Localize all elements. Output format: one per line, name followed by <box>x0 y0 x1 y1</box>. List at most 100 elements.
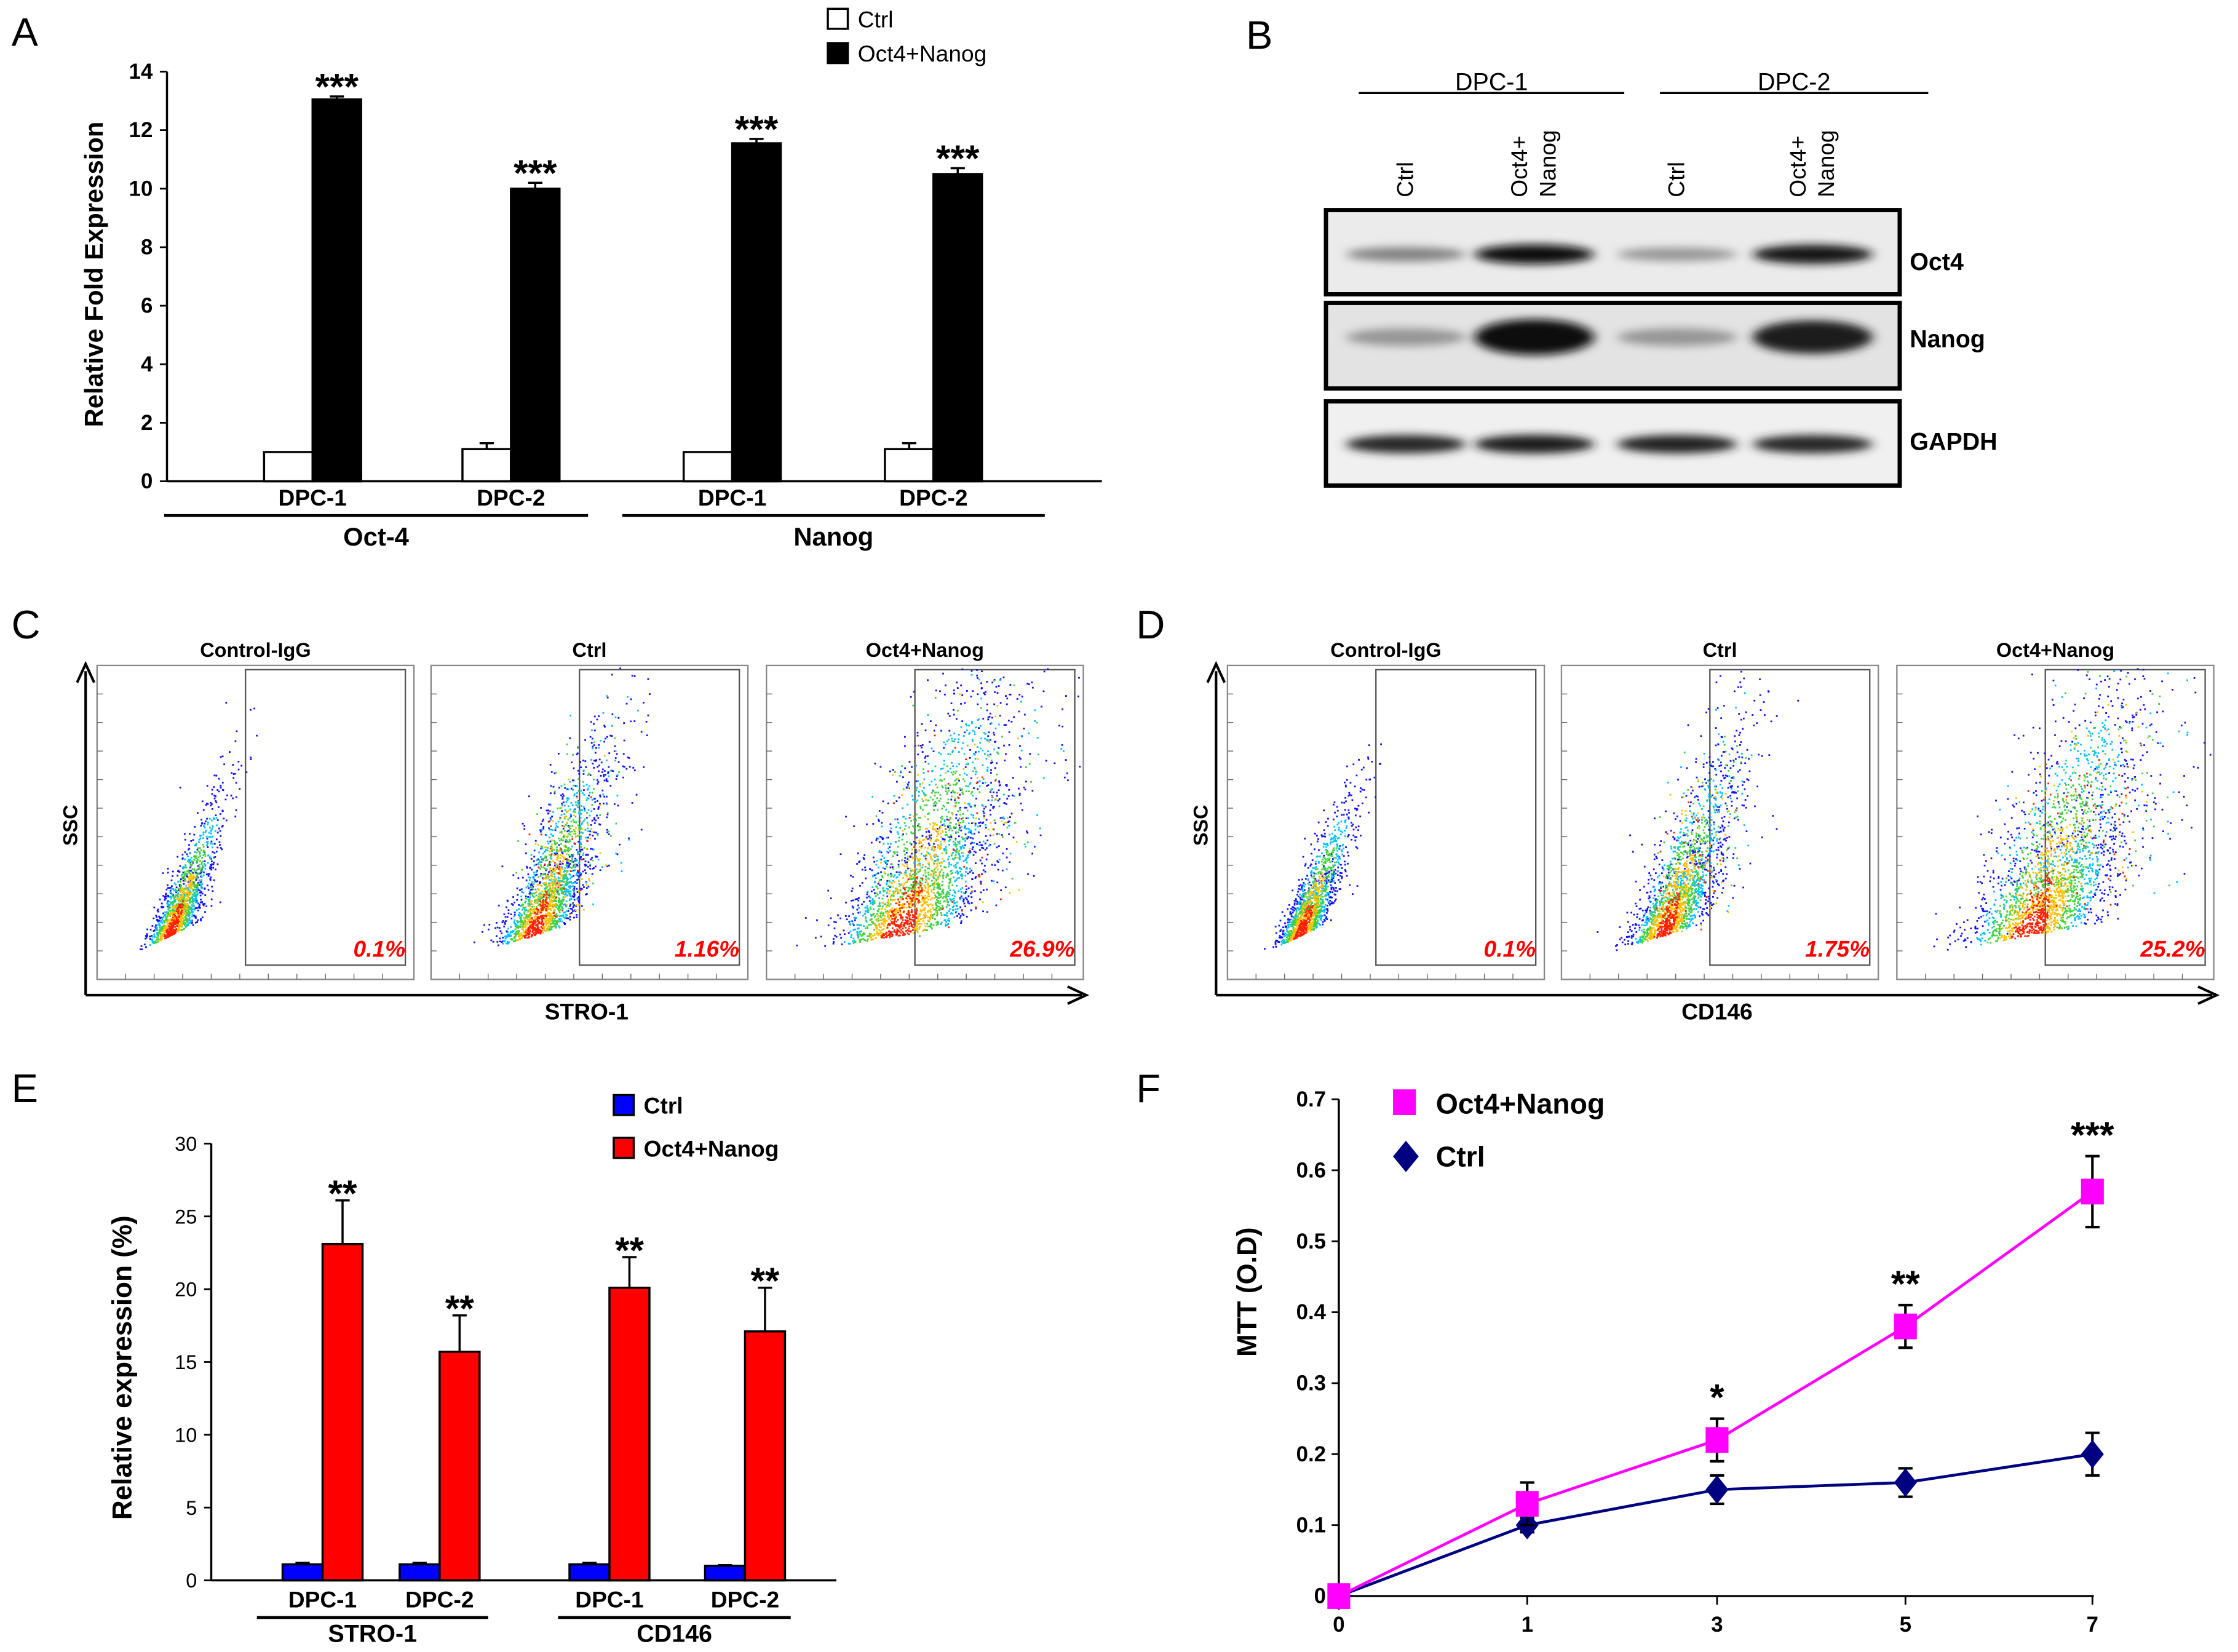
category-label: DPC-2 <box>899 485 967 510</box>
group-label: Nanog <box>793 522 873 551</box>
arrow-head <box>1067 985 1090 1005</box>
bar-ctrl <box>399 1563 441 1582</box>
event-dots <box>2010 759 2131 940</box>
bar-ctrl <box>884 448 935 483</box>
flow-plot-title: Oct4+Nanog <box>1996 639 2114 661</box>
y-tick-label: 0.4 <box>1296 1300 1327 1324</box>
significance-marker: ** <box>750 1260 779 1301</box>
y-tick-label: 0.5 <box>1296 1229 1326 1253</box>
legend-label: Ctrl <box>858 7 894 33</box>
panel-label-e: E <box>12 1066 38 1111</box>
bar-ctrl <box>568 1563 611 1582</box>
y-tick-label: 0.3 <box>1296 1372 1326 1396</box>
bar-ctrl <box>682 451 734 483</box>
bar-oct4-nanog <box>744 1330 787 1582</box>
arrow-head <box>2197 985 2220 1005</box>
x-axis-label: CD146 <box>1681 998 1753 1024</box>
gate-percentage: 0.1% <box>1484 935 1536 961</box>
significance-marker: ** <box>1891 1263 1920 1305</box>
gate-rectangle <box>2044 669 2206 966</box>
event-dots <box>164 900 185 940</box>
group-label: CD146 <box>637 1620 712 1647</box>
y-tick-label: 2 <box>141 411 153 435</box>
flow-plot-title: Oct4+Nanog <box>866 639 984 661</box>
legend-label: Oct4+Nanog <box>858 41 986 66</box>
y-axis-label: SSC <box>59 804 81 846</box>
panel-label-f: F <box>1136 1066 1161 1111</box>
x-tick-label: 5 <box>1900 1613 1911 1637</box>
category-label: DPC-1 <box>279 485 347 510</box>
lane-label: Oct4+ <box>1506 136 1532 197</box>
y-tick-label: 0 <box>141 469 153 493</box>
panel-c-flow-cytometry: SSC STRO-1 Control-IgG 0.1% Ctrl 1.16% Oct4+Na… <box>59 639 1090 1024</box>
flow-plot-frame <box>430 664 749 980</box>
data-point-diamond <box>1705 1475 1729 1504</box>
event-dots <box>1986 670 2170 944</box>
protein-band <box>1617 247 1737 261</box>
y-tick-label: 15 <box>175 1351 197 1373</box>
legend-swatch <box>827 7 849 30</box>
significance-marker: *** <box>936 137 980 179</box>
gate-percentage: 1.16% <box>675 935 739 961</box>
y-tick-label: 25 <box>175 1205 197 1228</box>
event-dots <box>1597 670 1800 951</box>
flow-plot-title: Control-IgG <box>1330 639 1441 661</box>
y-tick-label: 30 <box>175 1133 197 1155</box>
protein-label: GAPDH <box>1910 428 1997 455</box>
panel-label-c: C <box>12 602 41 647</box>
significance-marker: ** <box>445 1287 474 1329</box>
event-dots <box>515 755 608 942</box>
y-axis-label: Relative Fold Expression <box>79 122 108 427</box>
flow-plot-frame <box>1226 664 1546 980</box>
protein-label: Nanog <box>1910 325 1985 352</box>
category-label: DPC-1 <box>575 1587 643 1613</box>
lane-group-label: DPC-2 <box>1758 69 1830 96</box>
gate-percentage: 26.9% <box>1009 935 1074 961</box>
y-tick-label: 10 <box>175 1424 197 1446</box>
protein-band <box>1346 435 1466 454</box>
x-tick-label: 7 <box>2087 1613 2098 1637</box>
gate-percentage: 0.1% <box>353 935 405 961</box>
protein-band <box>1752 320 1873 354</box>
protein-band <box>1752 435 1873 454</box>
event-dots <box>870 693 1020 941</box>
flow-plot-frame <box>1896 664 2215 980</box>
lane-group-label: DPC-1 <box>1455 69 1528 96</box>
bar-oct4-nanog <box>321 1242 364 1582</box>
lane-label: Ctrl <box>1664 162 1689 197</box>
x-tick-label: 1 <box>1522 1613 1533 1637</box>
arrow-head <box>1206 661 1226 683</box>
panel-e-bar-chart: 0 5 10 15 20 25 30 Relative expression (%) ** DPC… <box>108 1093 836 1647</box>
data-point-diamond <box>1894 1468 1917 1497</box>
panel-label-d: D <box>1136 602 1165 647</box>
flow-plot-title: Ctrl <box>1703 639 1737 661</box>
data-point-square <box>1894 1313 1917 1340</box>
gate-rectangle <box>914 669 1076 966</box>
data-point-square <box>2081 1178 2104 1205</box>
protein-band <box>1346 247 1466 262</box>
event-dots <box>843 673 1065 945</box>
y-tick-label: 14 <box>129 60 153 84</box>
y-axis-label: MTT (O.D) <box>1232 1227 1262 1357</box>
legend-swatch <box>613 1094 635 1116</box>
significance-marker: ** <box>615 1229 644 1271</box>
data-point-square <box>1327 1583 1351 1609</box>
y-tick-label: 4 <box>141 352 153 376</box>
y-tick-label: 5 <box>186 1497 197 1519</box>
y-tick-label: 0.2 <box>1296 1442 1326 1466</box>
bar-oct4-nanog <box>438 1351 481 1582</box>
category-label: DPC-2 <box>477 485 545 510</box>
protein-band <box>1474 319 1595 355</box>
data-point-diamond <box>2081 1440 2104 1469</box>
event-dots <box>1293 905 1314 940</box>
protein-label: Oct4 <box>1910 248 1964 276</box>
significance-marker: *** <box>315 66 359 108</box>
gate-percentage: 1.75% <box>1805 935 1870 961</box>
significance-marker: *** <box>735 108 779 150</box>
y-tick-label: 0.6 <box>1296 1158 1326 1182</box>
protein-band <box>1617 328 1737 346</box>
y-tick-label: 12 <box>129 118 153 142</box>
x-axis-label: STRO-1 <box>545 998 629 1024</box>
y-tick-label: 0.7 <box>1296 1087 1326 1111</box>
